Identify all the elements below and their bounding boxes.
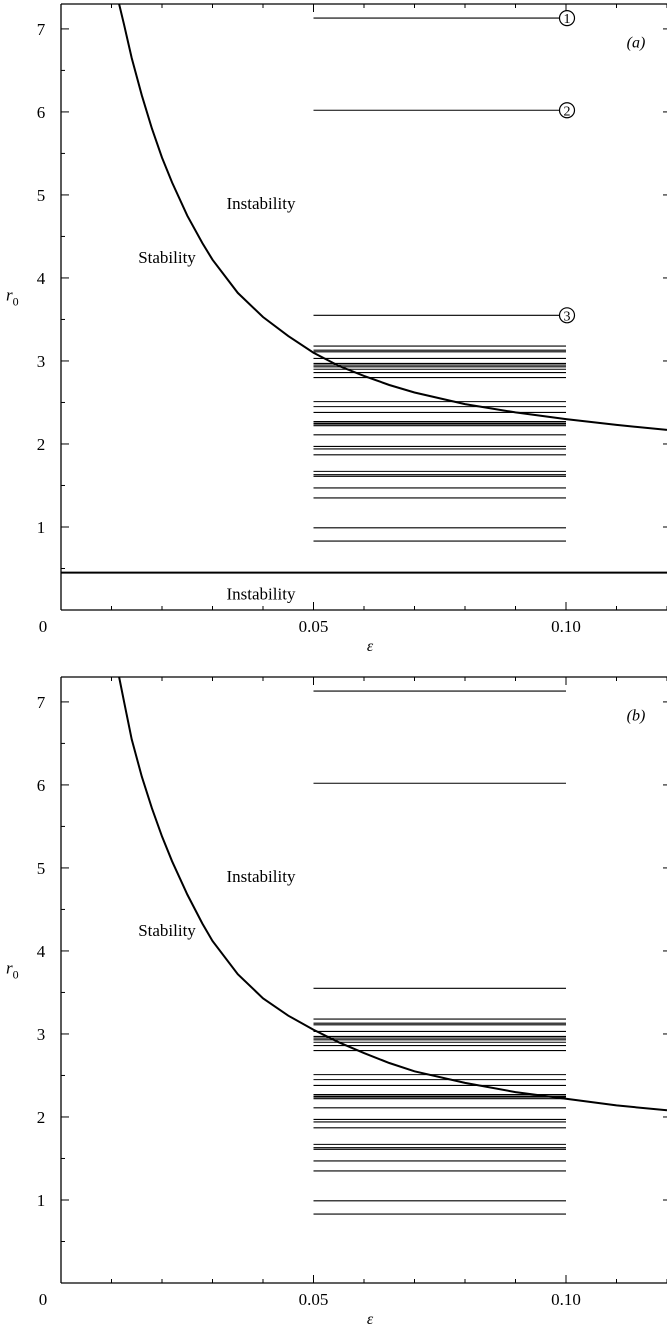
- y-tick-label: 2: [37, 1108, 46, 1127]
- x-tick-label: 0.10: [551, 617, 581, 636]
- annotation-instability-upper: Instability: [227, 867, 296, 886]
- y-tick-label: 7: [37, 20, 46, 39]
- x-axis-label: ε: [367, 638, 374, 655]
- y-axis-label: r0: [6, 286, 19, 309]
- x-tick-label: 0.10: [551, 1290, 581, 1309]
- panel-label: (b): [627, 707, 646, 724]
- y-axis-label-main: r: [6, 959, 13, 978]
- x-tick-label: 0.05: [299, 617, 329, 636]
- marker-circle: [558, 102, 576, 119]
- y-tick-label: 6: [37, 103, 46, 122]
- y-tick-label: 1: [37, 1191, 46, 1210]
- annotation-instability-lower: Instability: [227, 584, 296, 603]
- y-tick-label: 6: [37, 776, 46, 795]
- annotation-instability-upper: Instability: [227, 194, 296, 213]
- stability-boundary-curve: [118, 676, 667, 1112]
- y-axis-label: r0: [6, 959, 19, 982]
- x-tick-label: 0.05: [299, 1290, 329, 1309]
- y-tick-label: 1: [37, 518, 46, 537]
- marker-circle: [558, 307, 576, 324]
- y-tick-label: 4: [37, 942, 46, 961]
- y-tick-label: 5: [37, 186, 46, 205]
- y-tick-label: 4: [37, 269, 46, 288]
- marker-label: 2: [564, 104, 571, 119]
- marker-label: 1: [564, 12, 571, 27]
- origin-label: 0: [39, 617, 48, 636]
- annotation-stability: Stability: [138, 921, 196, 940]
- annotation-stability: Stability: [138, 248, 196, 267]
- y-axis-label-subscript: 0: [13, 968, 19, 982]
- origin-label: 0: [39, 1290, 48, 1309]
- marker-circle: [558, 10, 576, 27]
- y-axis-label-subscript: 0: [13, 295, 19, 309]
- y-tick-label: 7: [37, 693, 46, 712]
- y-tick-label: 2: [37, 435, 46, 454]
- y-axis-label-main: r: [6, 286, 13, 305]
- stability-boundary-curve: [118, 3, 667, 431]
- y-tick-label: 3: [37, 352, 46, 371]
- x-axis-label: ε: [367, 1311, 374, 1328]
- y-tick-label: 5: [37, 859, 46, 878]
- marker-label: 3: [564, 309, 571, 324]
- y-tick-label: 3: [37, 1025, 46, 1044]
- panel-label: (a): [627, 34, 646, 51]
